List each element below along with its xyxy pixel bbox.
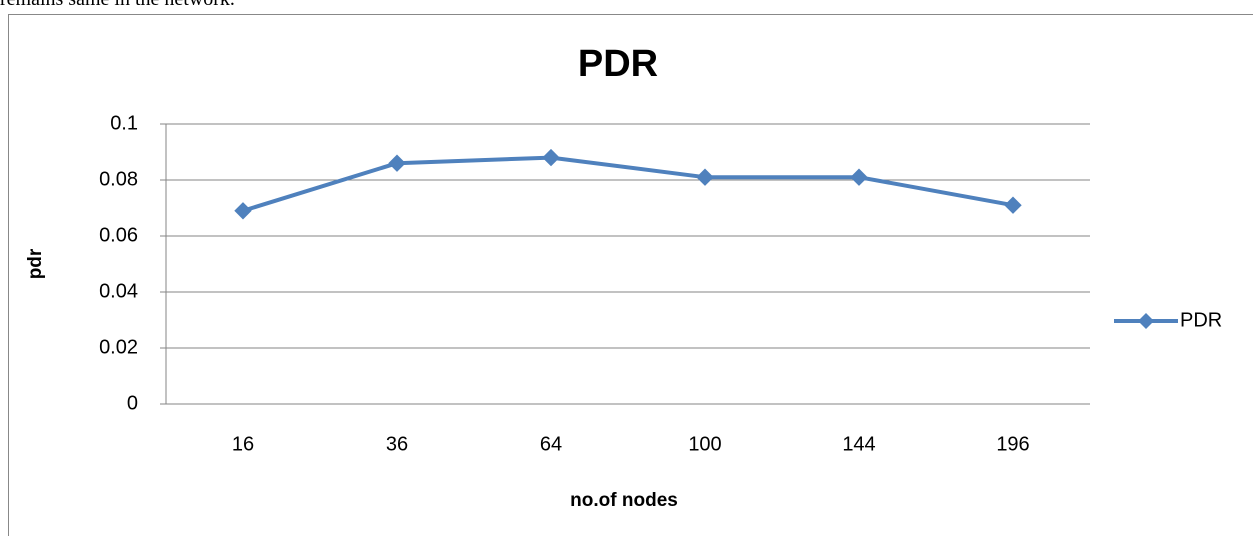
x-tick-label: 64 — [540, 433, 562, 455]
y-axis-label: pdr — [25, 248, 46, 279]
x-tick-label: 144 — [842, 433, 875, 455]
y-tick-label: 0 — [127, 392, 138, 414]
chart-border — [8, 14, 1253, 536]
data-point — [234, 202, 252, 220]
data-point — [850, 168, 868, 186]
data-point — [542, 148, 560, 167]
x-tick-label: 196 — [996, 433, 1029, 455]
chart-title: PDR — [578, 43, 658, 85]
legend-marker — [1138, 313, 1154, 329]
y-tick-label: 0.1 — [110, 112, 138, 134]
y-tick-label: 0.04 — [99, 280, 138, 302]
x-axis-label: no.of nodes — [570, 490, 678, 511]
x-tick-label: 100 — [688, 433, 721, 455]
legend-label: PDR — [1180, 309, 1222, 331]
data-line — [242, 155, 1014, 213]
x-tick-label: 16 — [232, 433, 254, 455]
x-tick-label: 36 — [386, 433, 408, 455]
data-point — [696, 168, 714, 186]
y-tick-label: 0.06 — [99, 224, 138, 246]
y-tick-label: 0.02 — [99, 336, 138, 358]
y-tick-label: 0.08 — [99, 168, 138, 190]
text-above: remains same in the network. — [0, 0, 235, 11]
data-point — [1004, 196, 1022, 214]
data-point — [388, 154, 406, 172]
